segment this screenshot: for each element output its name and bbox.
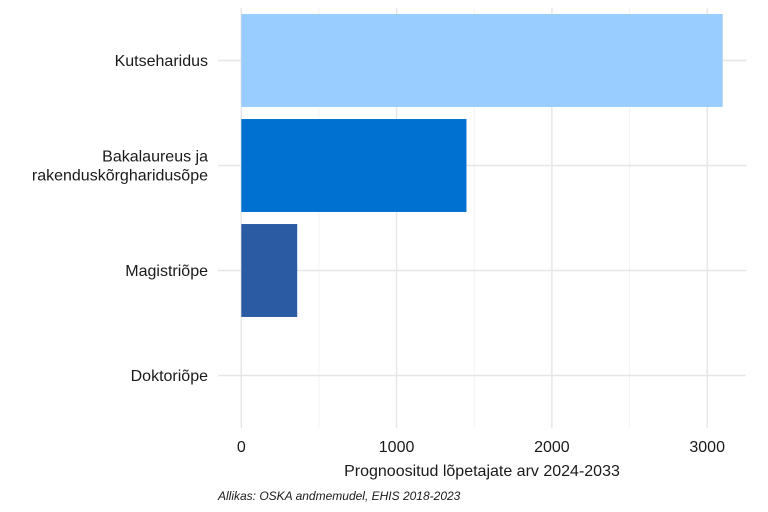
bar [241,224,298,317]
category-labels: Kutseharidus Bakalaureus ja rakenduskõrgha… [32,53,208,385]
bars [241,14,723,317]
category-label: Bakalaureus ja rakenduskõrgharidusõpe [32,149,208,185]
x-tick-labels: 0 1000 2000 3000 [237,439,725,456]
x-tick-label: 2000 [534,439,570,456]
x-tick-label: 1000 [379,439,415,456]
x-axis-title: Prognoositud lõpetajate arv 2024-2033 [344,463,620,480]
source-caption: Allikas: OSKA andmemudel, EHIS 2018-2023 [217,489,461,503]
category-label: Magistriõpe [125,263,208,280]
category-label: Kutseharidus [115,53,208,70]
bar [241,14,723,107]
x-tick-label: 0 [237,439,246,456]
category-label: Doktoriõpe [131,368,208,385]
bar [241,119,467,212]
x-tick-label: 3000 [689,439,725,456]
